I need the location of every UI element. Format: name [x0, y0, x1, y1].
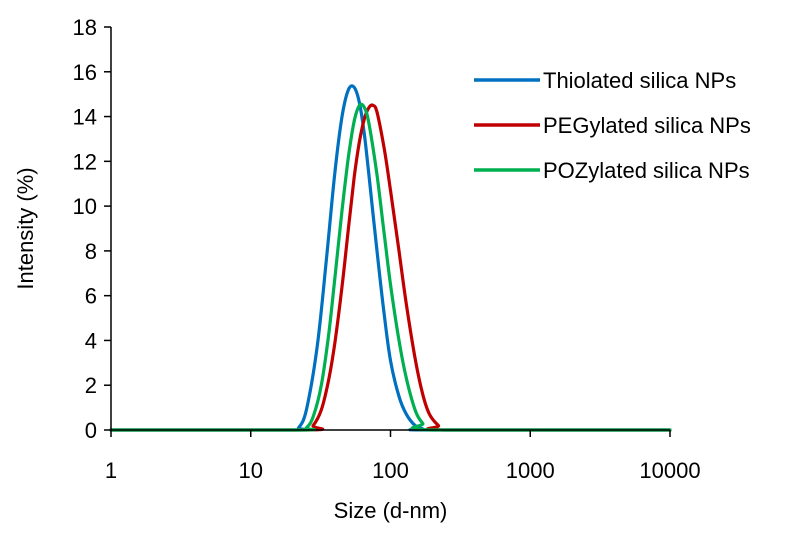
y-tick-label: 10	[73, 194, 97, 219]
series-layer	[109, 84, 672, 432]
y-tick-label: 6	[85, 284, 97, 309]
y-tick-label: 12	[73, 149, 97, 174]
x-tick-label: 100	[372, 458, 409, 483]
x-tick-label: 1	[105, 458, 117, 483]
y-axis-title: Intensity (%)	[13, 167, 38, 289]
y-tick-label: 18	[73, 15, 97, 40]
y-tick-label: 2	[85, 373, 97, 398]
x-axis-title: Size (d-nm)	[334, 498, 448, 523]
y-tick-label: 0	[85, 418, 97, 443]
series-line-2	[109, 103, 672, 432]
x-tick-label: 10	[239, 458, 263, 483]
y-tick-label: 8	[85, 239, 97, 264]
series-line-3	[109, 102, 672, 432]
y-tick-label: 14	[73, 105, 97, 130]
x-tick-label: 10000	[639, 458, 700, 483]
legend: Thiolated silica NPs PEGylated silica NPs…	[474, 68, 751, 183]
y-tick-label: 4	[85, 328, 97, 353]
legend-label-3: POZylated silica NPs	[543, 158, 750, 183]
ticks-layer: 0 2 4 6 8 10 12 14 16 18 1 10 100 1000 10000	[73, 15, 701, 483]
legend-label-2: PEGylated silica NPs	[543, 113, 751, 138]
x-tick-label: 1000	[506, 458, 555, 483]
legend-label-1: Thiolated silica NPs	[543, 68, 736, 93]
y-tick-label: 16	[73, 60, 97, 85]
